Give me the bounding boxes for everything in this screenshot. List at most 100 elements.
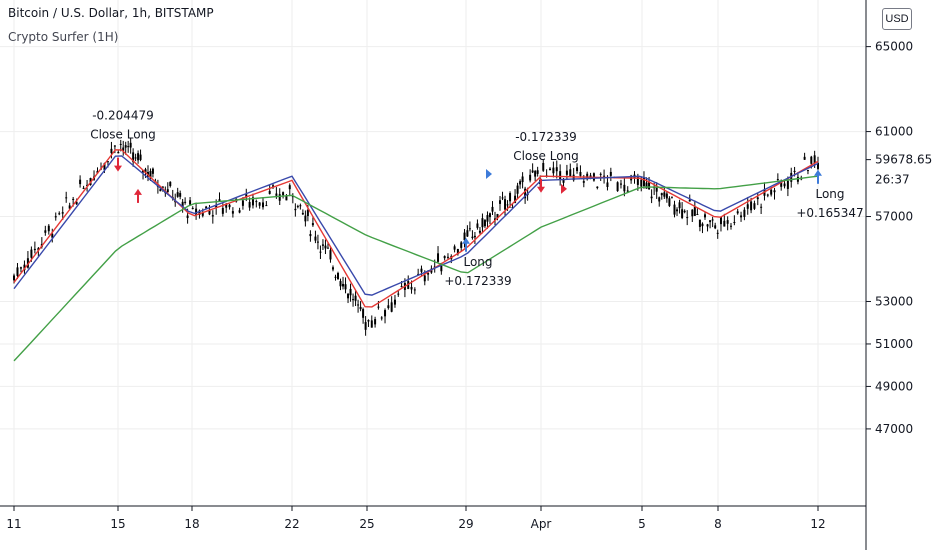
- candle-body: [294, 208, 297, 211]
- candle-body: [272, 185, 275, 187]
- candle-body: [159, 189, 162, 192]
- candle-body: [301, 212, 304, 215]
- candle-body: [736, 211, 739, 214]
- candle-body: [499, 200, 502, 204]
- candle-body: [511, 207, 514, 209]
- candle-body: [681, 209, 684, 218]
- candle-body: [529, 174, 532, 181]
- candle-body: [701, 223, 704, 227]
- candle-body: [730, 225, 733, 227]
- candle-body: [245, 194, 248, 198]
- candle-body: [110, 148, 113, 154]
- candle-body: [726, 220, 729, 224]
- trade-annotation-text: -0.204479: [92, 109, 154, 123]
- candle-body: [780, 182, 783, 187]
- trade-annotation-text: +0.165347: [796, 206, 863, 220]
- candle-body: [306, 209, 309, 217]
- candle-body: [743, 209, 746, 217]
- candle-body: [314, 236, 317, 241]
- candle-body: [142, 170, 145, 173]
- candle-body: [377, 306, 380, 308]
- candle-body: [13, 275, 15, 281]
- candle-body: [86, 184, 89, 186]
- candle-body: [23, 264, 26, 271]
- candle-body: [51, 233, 54, 238]
- trade-annotation-text: Long: [463, 255, 492, 269]
- candle-body: [186, 215, 189, 219]
- trade-arrow-up-icon: [814, 169, 822, 176]
- candle-body: [723, 220, 726, 227]
- time-tick-label: 11: [6, 517, 21, 531]
- candle-body: [636, 176, 639, 185]
- candle-body: [61, 212, 64, 214]
- candle-body: [132, 152, 135, 162]
- candle-body: [616, 182, 619, 192]
- candle-body: [770, 189, 773, 195]
- candle-body: [437, 253, 440, 262]
- candle-body: [181, 201, 184, 207]
- candle-body: [255, 201, 258, 203]
- candle-body: [47, 225, 50, 232]
- candle-body: [106, 161, 109, 163]
- candle-body: [531, 170, 534, 173]
- candle-body: [337, 273, 340, 280]
- candle-body: [683, 210, 686, 213]
- candle-body: [205, 206, 208, 209]
- candle-body: [241, 200, 244, 206]
- candle-body: [72, 198, 75, 200]
- trade-annotation-text: Long: [815, 187, 844, 201]
- time-tick-label: Apr: [531, 517, 552, 531]
- candle-body: [423, 275, 426, 282]
- candle-body: [569, 169, 572, 177]
- candle-body: [506, 204, 509, 206]
- candle-body: [806, 170, 809, 172]
- candle-body: [296, 206, 299, 208]
- currency-button[interactable]: USD: [882, 8, 912, 30]
- candle-body: [562, 179, 565, 183]
- candle-body: [706, 224, 709, 227]
- candle-body: [676, 209, 679, 212]
- candle-body: [776, 179, 779, 181]
- candle-body: [524, 188, 527, 199]
- candle-body: [678, 202, 681, 209]
- candle-body: [760, 206, 763, 208]
- time-tick-label: 8: [714, 517, 722, 531]
- candle-body: [623, 184, 626, 192]
- candle-body: [184, 201, 187, 203]
- trade-annotation-text: -0.172339: [515, 130, 577, 144]
- trade-annotation-text: Close Long: [90, 128, 156, 142]
- candle-body: [316, 241, 319, 243]
- candle-body: [453, 246, 456, 250]
- candle-body: [238, 210, 241, 213]
- candle-body: [476, 223, 479, 228]
- candle-body: [390, 302, 393, 312]
- candle-body: [420, 268, 423, 272]
- candle-body: [688, 199, 691, 202]
- candle-body: [516, 185, 519, 194]
- candle-body: [291, 196, 294, 198]
- candle-body: [642, 177, 645, 187]
- candle-body: [413, 289, 416, 291]
- indicator-name[interactable]: Crypto Surfer (1H): [8, 30, 119, 44]
- candle-body: [211, 215, 214, 217]
- long-ma-line: [13, 175, 819, 362]
- candle-body: [347, 293, 350, 299]
- candle-body: [134, 157, 137, 159]
- candle-body: [265, 205, 268, 207]
- trade-arrow-down-icon: [114, 165, 122, 172]
- candle-body: [166, 189, 169, 193]
- candle-body: [417, 273, 420, 275]
- time-tick-label: 29: [458, 517, 473, 531]
- candle-body: [810, 156, 813, 164]
- candle-body: [673, 204, 676, 215]
- candle-body: [137, 153, 140, 161]
- candle-body: [766, 194, 769, 196]
- candle-body: [670, 196, 673, 198]
- fast-ma-line: [13, 149, 819, 308]
- price-tick-label: 57000: [875, 210, 913, 224]
- chart-title: Bitcoin / U.S. Dollar, 1h, BITSTAMP: [8, 6, 214, 20]
- candle-body: [783, 183, 786, 187]
- time-tick-label: 22: [284, 517, 299, 531]
- candle-body: [496, 214, 499, 219]
